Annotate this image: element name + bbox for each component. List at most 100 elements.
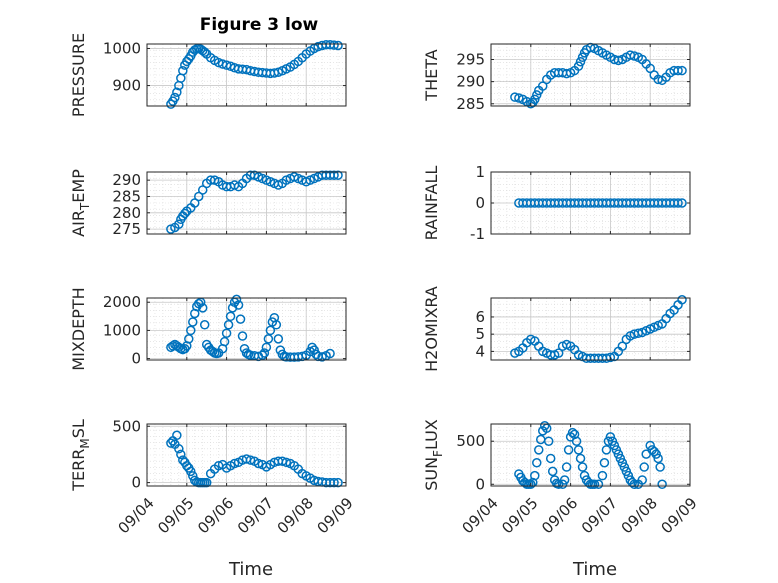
data-point bbox=[317, 352, 327, 362]
y-tick-label: 4 bbox=[475, 342, 485, 360]
y-tick-label: -1 bbox=[470, 225, 485, 243]
data-point bbox=[561, 68, 572, 79]
x-tick-label: 09/09 bbox=[313, 494, 356, 537]
data-point bbox=[186, 466, 196, 477]
x-tick-label: 09/08 bbox=[618, 494, 661, 537]
subplot-mixdepth: 0 1000 2000 MIXDEPTH bbox=[69, 287, 347, 371]
axes-box bbox=[490, 43, 691, 107]
y-tick-label: 0 bbox=[475, 194, 485, 212]
y-tick-label: 500 bbox=[112, 417, 141, 435]
data-point bbox=[186, 325, 196, 336]
data-point bbox=[188, 317, 198, 327]
data-point bbox=[593, 479, 604, 490]
y-axis-label: TERRMSL bbox=[69, 419, 92, 492]
data-point bbox=[617, 458, 628, 468]
data-point bbox=[673, 198, 683, 208]
series-markers bbox=[166, 170, 343, 234]
data-point bbox=[639, 462, 649, 472]
data-point bbox=[219, 336, 230, 347]
data-point bbox=[172, 430, 182, 441]
subplot-terr_msl: 0 500 TERRMSL 09/0409/0509/0609/0709/0809/0… bbox=[69, 417, 357, 537]
data-point bbox=[329, 40, 339, 50]
data-point bbox=[178, 65, 188, 76]
data-point bbox=[557, 479, 568, 490]
data-point bbox=[221, 328, 232, 338]
x-axis-label-right: Time bbox=[572, 559, 617, 580]
x-tick-label: 09/05 bbox=[498, 494, 541, 537]
y-tick-label: 290 bbox=[112, 171, 141, 189]
data-point bbox=[607, 436, 618, 446]
data-point bbox=[199, 47, 210, 57]
data-point bbox=[589, 479, 600, 490]
series-markers bbox=[514, 198, 687, 208]
x-tick-label: 09/08 bbox=[274, 494, 317, 537]
data-point bbox=[577, 52, 588, 63]
data-point bbox=[265, 325, 276, 336]
data-point bbox=[571, 436, 582, 446]
data-point bbox=[530, 470, 540, 481]
subplot-theta: 285 290 295 THETA bbox=[422, 42, 691, 113]
data-point bbox=[168, 341, 178, 351]
data-point bbox=[621, 466, 632, 477]
data-point bbox=[225, 311, 236, 322]
data-point bbox=[514, 93, 524, 103]
axes-box bbox=[146, 171, 347, 235]
y-axis-label: SUNFLUX bbox=[422, 419, 445, 491]
data-point bbox=[229, 458, 240, 469]
data-point bbox=[561, 462, 572, 472]
data-point bbox=[649, 446, 659, 457]
data-point bbox=[579, 470, 590, 481]
data-point bbox=[613, 449, 624, 459]
x-tick-label: 09/07 bbox=[234, 494, 277, 537]
data-point bbox=[543, 436, 554, 446]
axes-box bbox=[490, 297, 691, 361]
axes-box bbox=[146, 297, 347, 361]
data-point bbox=[627, 477, 638, 488]
data-point bbox=[273, 334, 284, 344]
subplot-h2omixra: 456 H2OMIXRA bbox=[422, 286, 691, 372]
data-point bbox=[645, 63, 655, 74]
data-point bbox=[329, 170, 339, 181]
y-tick-label: 0 bbox=[475, 475, 485, 493]
data-point bbox=[547, 466, 558, 477]
series-markers bbox=[514, 420, 667, 490]
data-point bbox=[526, 479, 536, 490]
data-point bbox=[653, 453, 663, 464]
y-tick-label: 285 bbox=[112, 187, 141, 205]
axes-box bbox=[146, 43, 347, 107]
y-tick-label: 275 bbox=[112, 220, 141, 238]
axes-box bbox=[146, 423, 347, 487]
data-point bbox=[637, 475, 647, 485]
data-point bbox=[605, 352, 616, 363]
y-axis-label: MIXDEPTH bbox=[69, 287, 88, 370]
data-point bbox=[567, 427, 578, 438]
data-point bbox=[577, 462, 588, 472]
series-markers bbox=[166, 430, 343, 488]
y-tick-label: 290 bbox=[456, 73, 485, 91]
data-point bbox=[311, 349, 321, 360]
data-point bbox=[619, 462, 630, 472]
x-tick-label: 09/06 bbox=[538, 494, 581, 537]
data-point bbox=[601, 445, 612, 455]
x-tick-label: 09/04 bbox=[458, 494, 501, 537]
data-point bbox=[172, 87, 182, 98]
data-point bbox=[174, 444, 184, 454]
data-point bbox=[253, 458, 264, 469]
data-point bbox=[609, 440, 620, 451]
data-point bbox=[539, 420, 550, 431]
data-point bbox=[629, 479, 640, 490]
subplot-rainfall: -1 0 1 RAINFALL bbox=[422, 163, 691, 243]
data-point bbox=[259, 348, 270, 358]
y-tick-label: 2000 bbox=[103, 293, 141, 311]
data-point bbox=[257, 350, 268, 360]
data-point bbox=[197, 303, 208, 313]
y-tick-label: 295 bbox=[456, 51, 485, 69]
data-point bbox=[329, 477, 339, 488]
x-tick-label: 09/09 bbox=[657, 494, 700, 537]
data-point bbox=[263, 334, 274, 344]
data-point bbox=[563, 445, 574, 455]
x-tick-label: 09/06 bbox=[194, 494, 237, 537]
data-point bbox=[615, 453, 626, 464]
